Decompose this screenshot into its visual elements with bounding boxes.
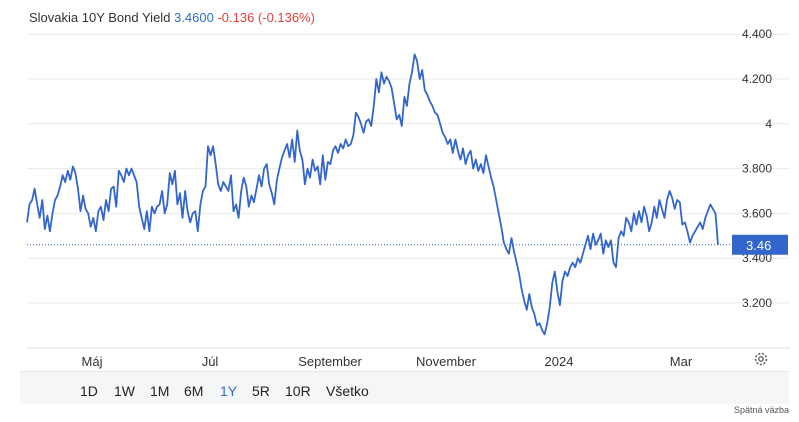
x-tick-label: September bbox=[298, 354, 362, 369]
y-tick-label: 3.800 bbox=[742, 162, 772, 176]
x-tick-label: Máj bbox=[82, 354, 103, 369]
range-button-1d[interactable]: 1D bbox=[80, 383, 98, 399]
range-button-6m[interactable]: 6M bbox=[184, 383, 204, 399]
range-button-vsetko[interactable]: Všetko bbox=[326, 383, 369, 399]
range-button-10r[interactable]: 10R bbox=[285, 383, 311, 399]
x-tick-label: Mar bbox=[670, 354, 693, 369]
range-button-1y[interactable]: 1Y bbox=[220, 383, 238, 399]
current-value-badge bbox=[732, 234, 788, 255]
y-tick-label: 4 bbox=[765, 117, 772, 131]
x-tick-label: Júl bbox=[202, 354, 219, 369]
chart-title: Slovakia 10Y Bond Yield bbox=[29, 10, 171, 25]
current-value-marker: 3.46 bbox=[732, 234, 788, 255]
y-tick-label: 3.200 bbox=[742, 296, 772, 310]
x-tick-label: November bbox=[416, 354, 477, 369]
feedback-link[interactable]: Spätná väzba bbox=[733, 405, 789, 415]
x-axis-labels: Máj Júl September November 2024 Mar bbox=[82, 354, 693, 369]
gear-icon[interactable] bbox=[752, 350, 770, 368]
price-change: -0.136 (-0.136%) bbox=[217, 10, 315, 25]
y-tick-label: 4.400 bbox=[742, 27, 772, 41]
current-price: 3.4600 bbox=[174, 10, 214, 25]
grid-lines bbox=[27, 33, 790, 349]
series-line-bond-yield bbox=[26, 53, 719, 336]
range-button-1m[interactable]: 1M bbox=[150, 383, 170, 399]
y-tick-label: 4.200 bbox=[742, 72, 772, 86]
y-tick-label: 3.600 bbox=[742, 206, 772, 220]
chart-header: Slovakia 10Y Bond Yield 3.4600 -0.136 (-… bbox=[29, 10, 315, 25]
x-tick-label: 2024 bbox=[545, 354, 574, 369]
current-value-label: 3.46 bbox=[746, 238, 771, 253]
range-button-5r[interactable]: 5R bbox=[252, 383, 270, 399]
time-range-bar: 1D 1W 1M 6M 1Y 5R 10R Všetko bbox=[20, 371, 789, 404]
range-button-1w[interactable]: 1W bbox=[114, 383, 135, 399]
